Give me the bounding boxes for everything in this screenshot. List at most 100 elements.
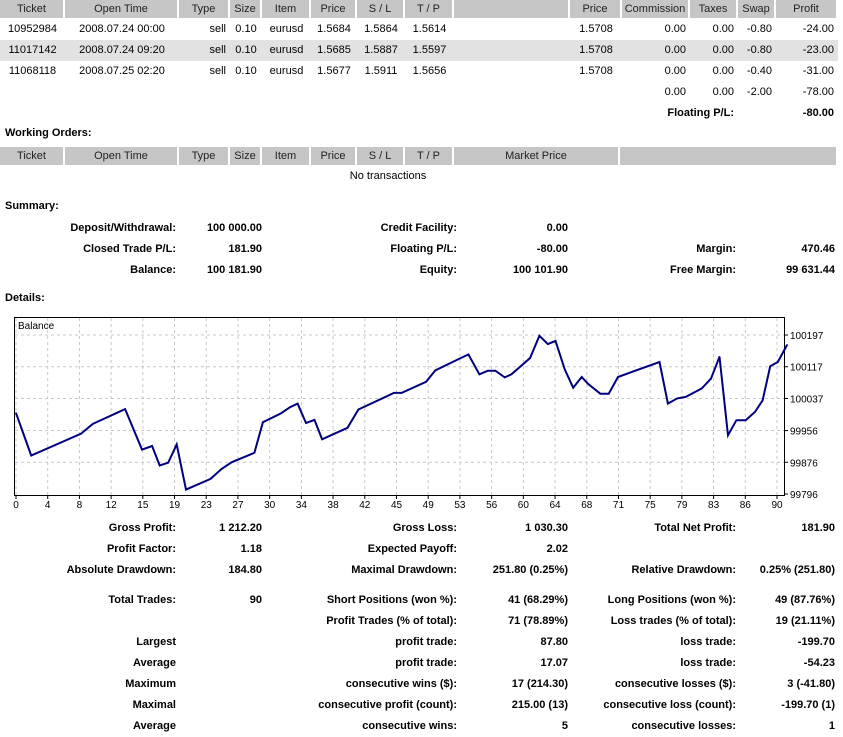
trade-cell: 0.00 <box>712 23 734 35</box>
x-tick-label: 38 <box>328 500 340 511</box>
x-tick-label: 79 <box>676 500 688 511</box>
floating-pl-value: -80.00 <box>802 107 834 119</box>
column-header[interactable]: T / P <box>405 147 454 165</box>
trade-cell: sell <box>209 65 226 77</box>
balance-point <box>151 445 153 447</box>
balance-point <box>467 353 470 356</box>
stat-label: Gross Profit: <box>108 522 176 534</box>
balance-point <box>393 392 395 394</box>
stat-label: profit trade: <box>395 657 457 669</box>
y-tick-label: 99796 <box>790 490 818 501</box>
trade-row[interactable]: 11017142 2008.07.24 09:20 sell 0.10 eurusd 1.… <box>0 40 838 61</box>
chart-title: Balance <box>18 321 55 332</box>
column-header[interactable]: Size <box>230 147 262 165</box>
stat-value: 3 (-41.80) <box>787 678 835 690</box>
stat-value: 100 000.00 <box>206 222 262 234</box>
column-header[interactable]: Commission <box>622 0 690 18</box>
column-header[interactable]: Market Price <box>454 147 620 165</box>
total-swap: -2.00 <box>746 86 772 98</box>
x-tick-label: 45 <box>391 500 403 511</box>
balance-line <box>15 334 788 492</box>
trade-cell: -0.40 <box>746 65 772 77</box>
chart-frame <box>14 317 785 496</box>
column-header[interactable]: S / L <box>357 147 405 165</box>
balance-point <box>167 461 169 464</box>
x-tick-label: 34 <box>296 500 308 511</box>
trade-cell: 2008.07.24 09:20 <box>79 44 165 56</box>
balance-point <box>158 464 161 467</box>
balance-point <box>434 369 437 372</box>
column-header[interactable] <box>620 147 838 165</box>
balance-point <box>220 468 223 470</box>
x-tick-label: 75 <box>645 500 657 511</box>
stat-label: Average <box>132 657 176 669</box>
balance-point <box>503 376 506 379</box>
trade-row[interactable]: 10952984 2008.07.24 00:00 sell 0.10 eurusd 1.… <box>0 19 838 40</box>
balance-point <box>296 402 299 405</box>
column-header[interactable]: Open Time <box>65 147 179 165</box>
column-header[interactable]: Item <box>262 0 311 18</box>
stat-label: Maximal Drawdown: <box>351 564 457 576</box>
balance-point <box>676 397 679 400</box>
balance-point <box>400 392 403 394</box>
stat-label: Profit Factor: <box>106 543 176 555</box>
trade-cell: 1.5864 <box>364 23 398 35</box>
balance-point <box>700 387 703 390</box>
stat-value: -199.70 (1) <box>781 699 835 711</box>
balance-point <box>141 448 143 451</box>
stat-value: 71 (78.89%) <box>508 615 568 627</box>
column-header[interactable]: Taxes <box>690 0 738 18</box>
column-header[interactable]: Size <box>230 0 262 18</box>
balance-point <box>209 478 212 480</box>
column-header[interactable]: Ticket <box>0 147 65 165</box>
trade-cell: 0.00 <box>664 23 686 35</box>
balance-point <box>572 386 575 389</box>
balance-point <box>30 454 33 457</box>
balance-point <box>786 344 788 346</box>
column-header[interactable]: S / L <box>357 0 405 18</box>
stat-value: 17 (214.30) <box>511 678 568 690</box>
column-header[interactable]: T / P <box>405 0 454 18</box>
stat-value: 470.46 <box>801 243 835 255</box>
column-header[interactable]: Item <box>262 147 311 165</box>
column-header[interactable]: Profit <box>776 0 838 18</box>
column-header[interactable]: Type <box>179 0 230 18</box>
trade-row[interactable]: 11068118 2008.07.25 02:20 sell 0.10 eurusd 1.… <box>0 61 838 82</box>
x-tick-label: 60 <box>518 500 530 511</box>
column-header[interactable]: Ticket <box>0 0 65 18</box>
balance-point <box>735 419 738 422</box>
trade-cell: 1.5708 <box>579 65 613 77</box>
balance-point <box>321 438 323 441</box>
balance-point <box>279 412 282 415</box>
column-header[interactable] <box>454 0 570 18</box>
x-tick-label: 19 <box>169 500 181 511</box>
column-header[interactable]: Type <box>179 147 230 165</box>
trade-cell: 2008.07.25 02:20 <box>79 65 165 77</box>
stat-label: consecutive profit (count): <box>318 699 457 711</box>
balance-point <box>425 380 427 383</box>
stat-label: Expected Payoff: <box>367 543 457 555</box>
balance-point <box>599 392 602 395</box>
trade-cell: 11068118 <box>8 65 57 77</box>
y-tick-label: 100037 <box>790 394 824 405</box>
stat-value: 99 631.44 <box>786 264 835 276</box>
stat-value: 1 <box>828 720 835 732</box>
stat-label: Loss trades (% of total): <box>610 615 736 627</box>
balance-point <box>761 399 764 402</box>
x-tick-label: 83 <box>708 500 720 511</box>
stat-value: 1 212.20 <box>219 522 262 534</box>
column-header[interactable]: Price <box>311 147 357 165</box>
balance-point <box>510 373 513 376</box>
column-header[interactable]: Open Time <box>65 0 179 18</box>
balance-point <box>124 408 126 410</box>
balance-point <box>289 406 291 408</box>
stat-value: 1.18 <box>240 543 262 555</box>
balance-point <box>230 461 233 464</box>
column-header[interactable]: Price <box>311 0 357 18</box>
trade-cell: 0.00 <box>712 65 734 77</box>
column-header[interactable]: Swap <box>738 0 776 18</box>
y-tick-label: 100117 <box>790 363 823 374</box>
trades-totals-row: 0.00 0.00 -2.00 -78.00 <box>0 82 838 103</box>
stat-label: Maximal <box>132 699 176 711</box>
column-header[interactable]: Price <box>570 0 622 18</box>
